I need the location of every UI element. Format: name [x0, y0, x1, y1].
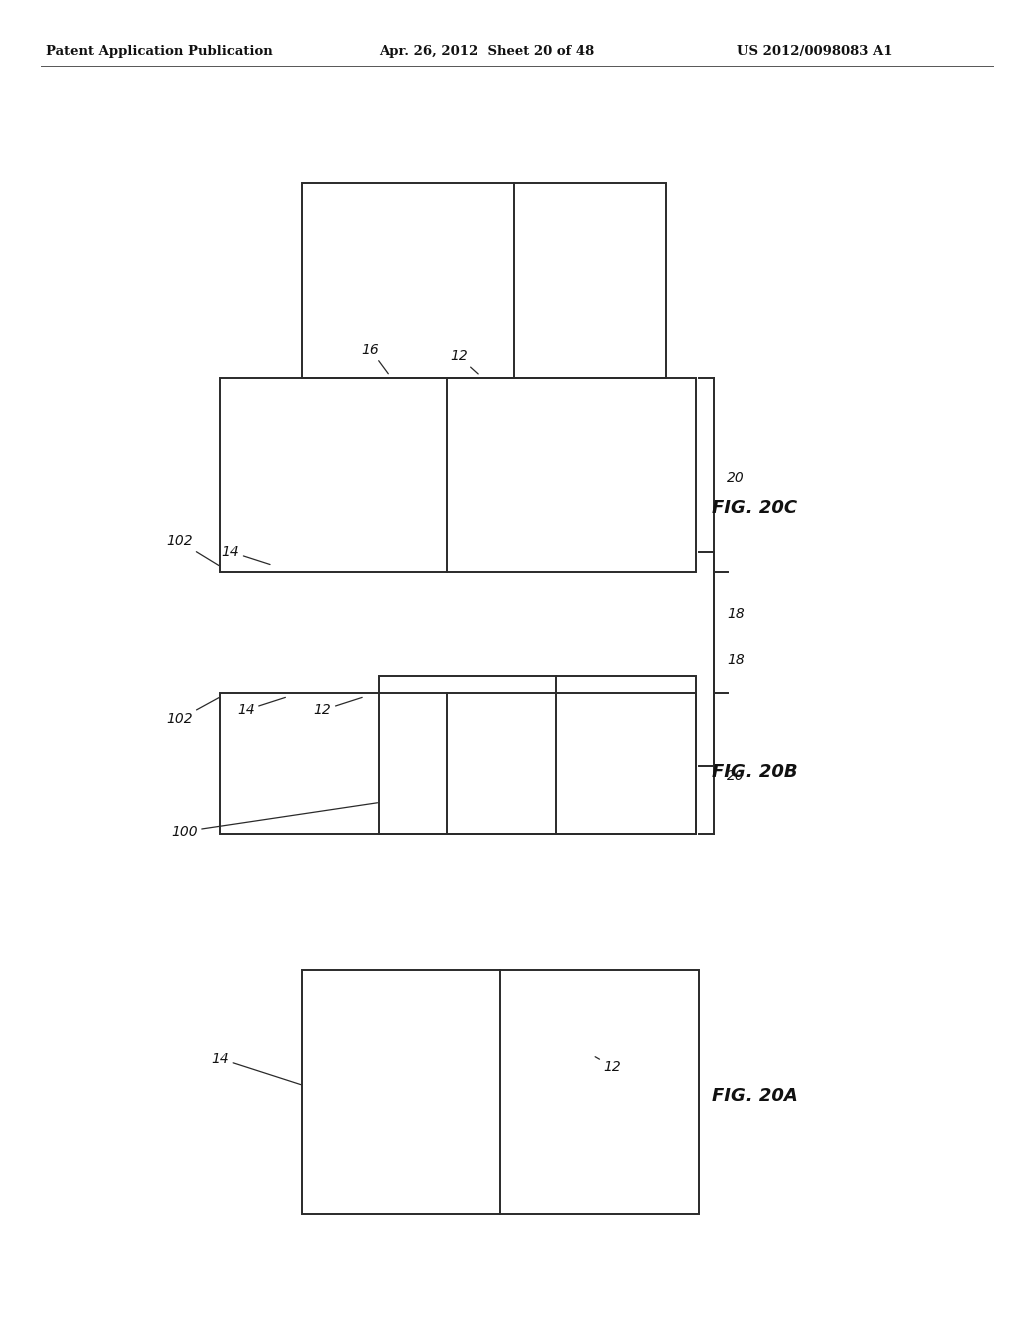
Text: 102: 102: [166, 535, 219, 565]
Bar: [220, 693, 696, 834]
Text: 12: 12: [313, 697, 362, 717]
Text: 14: 14: [221, 545, 270, 565]
Text: FIG. 20B: FIG. 20B: [712, 763, 798, 781]
Text: 20: 20: [727, 770, 744, 783]
Text: 18: 18: [727, 653, 744, 667]
Text: 14: 14: [211, 1052, 301, 1085]
Text: FIG. 20C: FIG. 20C: [712, 499, 797, 517]
Text: 102: 102: [166, 698, 219, 726]
Text: US 2012/0098083 A1: US 2012/0098083 A1: [737, 45, 893, 58]
Text: 12: 12: [450, 350, 478, 374]
Bar: [302, 183, 666, 378]
Text: Patent Application Publication: Patent Application Publication: [46, 45, 272, 58]
Text: 12: 12: [595, 1057, 622, 1073]
Text: 20: 20: [727, 471, 744, 484]
Text: FIG. 20A: FIG. 20A: [712, 1086, 798, 1105]
Bar: [220, 378, 696, 572]
Text: 18: 18: [727, 607, 744, 620]
Bar: [302, 970, 699, 1214]
Text: 16: 16: [361, 343, 388, 374]
Text: 100: 100: [171, 803, 378, 838]
Bar: [379, 676, 696, 834]
Text: 14: 14: [237, 697, 286, 717]
Text: Apr. 26, 2012  Sheet 20 of 48: Apr. 26, 2012 Sheet 20 of 48: [379, 45, 594, 58]
